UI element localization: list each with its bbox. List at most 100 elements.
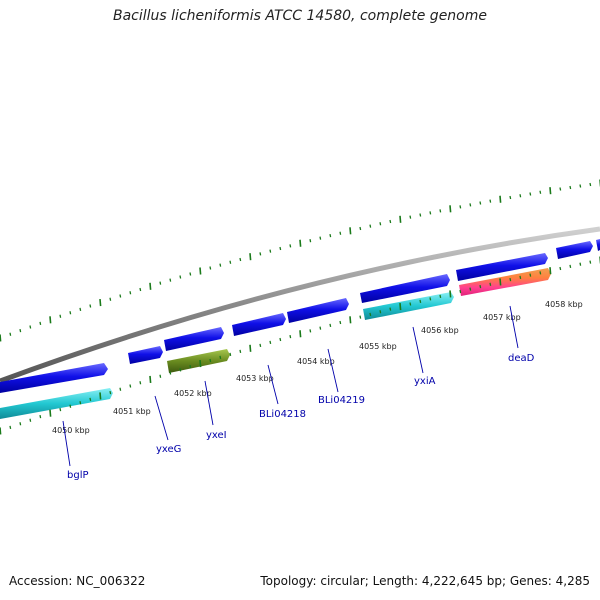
minor-tick: [229, 260, 232, 264]
minor-tick: [9, 332, 12, 336]
kbp-label: 4057 kbp: [483, 313, 521, 322]
major-tick: [199, 267, 202, 275]
gene-blue-8[interactable]: [596, 239, 600, 251]
minor-tick: [279, 246, 282, 251]
minor-tick: [409, 302, 412, 306]
major-tick: [149, 375, 152, 384]
gene-labels: bglP yxeG yxeI BLi04218 BLi04219 yxiA de…: [67, 353, 535, 481]
kbp-labels: 4050 kbp 4051 kbp 4052 kbp 4053 kbp 4054…: [52, 300, 583, 435]
minor-tick: [539, 190, 542, 194]
gene-BLi04219[interactable]: [287, 298, 349, 323]
minor-tick: [289, 334, 292, 339]
major-tick: [399, 215, 402, 223]
minor-tick: [469, 203, 472, 207]
minor-tick: [69, 311, 72, 315]
major-tick: [549, 187, 552, 195]
kbp-label: 4056 kbp: [421, 326, 459, 335]
minor-tick: [559, 266, 562, 271]
minor-tick: [79, 307, 82, 311]
minor-tick: [69, 404, 72, 408]
gene-label-deaD: deaD: [508, 353, 535, 364]
minor-tick: [339, 320, 342, 325]
gene-label-yxeI: yxeI: [206, 430, 227, 441]
leader-line-BLi04218: [267, 364, 279, 405]
inner-scale-ticks: [0, 256, 600, 435]
minor-tick: [59, 408, 62, 412]
minor-tick: [329, 234, 332, 238]
minor-tick: [419, 299, 422, 304]
forward-strand-genes: [0, 239, 600, 393]
gene-deaD-fwd[interactable]: [456, 253, 548, 281]
minor-tick: [379, 222, 382, 226]
gene-bglP[interactable]: [0, 363, 108, 393]
minor-tick: [89, 304, 92, 308]
gene-yxiA[interactable]: [363, 292, 454, 320]
minor-tick: [169, 278, 172, 282]
leader-line-BLi04219: [327, 348, 339, 393]
minor-tick: [229, 352, 232, 356]
minor-tick: [179, 368, 182, 372]
gene-cyan-1[interactable]: [0, 388, 113, 419]
gene-label-lines: [62, 305, 519, 467]
minor-tick: [259, 343, 262, 347]
minor-tick: [109, 297, 112, 301]
minor-tick: [589, 182, 592, 187]
minor-tick: [319, 236, 322, 240]
gene-yxeG[interactable]: [128, 346, 163, 364]
minor-tick: [379, 310, 382, 314]
reverse-strand-genes: [0, 268, 551, 419]
gene-blue-2[interactable]: [164, 327, 224, 351]
major-tick: [99, 299, 102, 307]
major-tick: [449, 205, 452, 213]
major-tick: [299, 330, 302, 338]
major-tick: [399, 302, 402, 311]
kbp-label: 4051 kbp: [113, 407, 151, 416]
major-tick: [349, 227, 352, 235]
minor-tick: [209, 358, 212, 363]
minor-tick: [169, 371, 172, 375]
kbp-label: 4054 kbp: [297, 357, 335, 366]
minor-tick: [129, 384, 132, 388]
major-tick: [249, 253, 252, 261]
gene-label-yxeG: yxeG: [156, 444, 181, 455]
minor-tick: [59, 314, 62, 318]
minor-tick: [79, 401, 82, 405]
minor-tick: [569, 185, 572, 190]
gene-label-bglP: bglP: [67, 470, 89, 481]
gene-yxeI[interactable]: [167, 349, 230, 373]
leader-line-yxeG: [154, 395, 169, 441]
major-tick: [149, 282, 152, 290]
minor-tick: [239, 349, 242, 353]
minor-tick: [339, 231, 342, 235]
gene-deaD[interactable]: [459, 268, 551, 296]
kbp-label: 4052 kbp: [174, 389, 212, 398]
minor-tick: [509, 278, 512, 282]
minor-tick: [309, 329, 312, 333]
major-tick: [499, 278, 502, 286]
minor-tick: [439, 294, 442, 299]
minor-tick: [279, 337, 282, 342]
minor-tick: [119, 294, 122, 298]
minor-tick: [439, 209, 442, 213]
gene-blue-5[interactable]: [360, 274, 450, 303]
minor-tick: [459, 205, 462, 209]
gene-BLi04218[interactable]: [232, 313, 286, 336]
minor-tick: [429, 211, 432, 215]
minor-tick: [139, 381, 142, 385]
minor-tick: [519, 275, 522, 279]
major-tick: [49, 316, 52, 324]
minor-tick: [119, 387, 122, 391]
minor-tick: [159, 281, 162, 285]
minor-tick: [9, 425, 12, 430]
minor-tick: [309, 239, 312, 243]
minor-tick: [469, 287, 472, 291]
minor-tick: [389, 219, 392, 224]
leader-line-bglP: [62, 420, 71, 467]
gene-blue-7[interactable]: [556, 241, 593, 259]
minor-tick: [219, 355, 222, 360]
leader-line-yxeI: [204, 380, 214, 426]
major-tick: [349, 316, 352, 324]
minor-tick: [409, 215, 412, 219]
minor-tick: [159, 374, 162, 378]
